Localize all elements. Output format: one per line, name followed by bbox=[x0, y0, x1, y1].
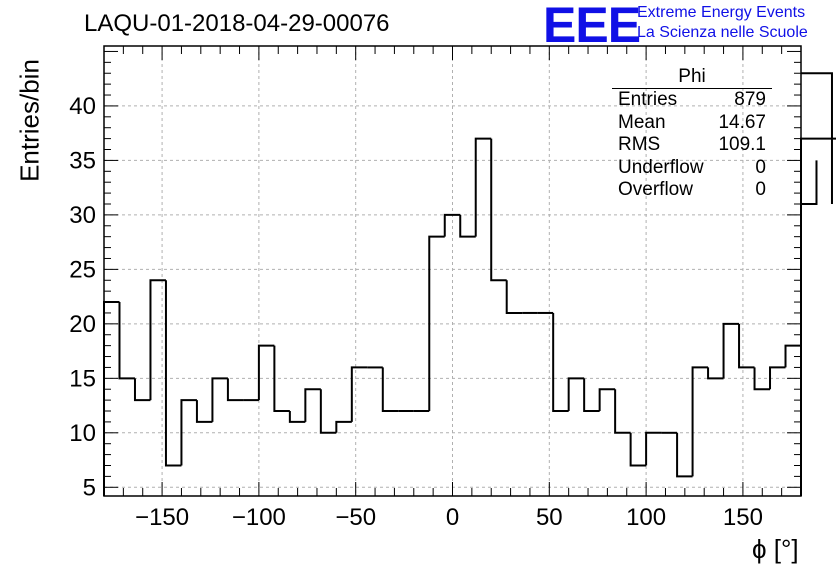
histogram-bin bbox=[784, 344, 801, 368]
stats-label: Mean bbox=[618, 111, 666, 133]
x-tick-label: 0 bbox=[446, 504, 459, 531]
histogram-bin bbox=[598, 388, 616, 412]
histogram-bin bbox=[707, 367, 724, 380]
histogram-bin bbox=[195, 400, 213, 423]
chart-title: LAQU-01-2018-04-29-00076 bbox=[84, 10, 390, 37]
y-tick-label: 10 bbox=[69, 420, 96, 447]
y-tick-label: 20 bbox=[69, 311, 96, 338]
org-name-line1: Extreme Energy Events bbox=[637, 4, 806, 21]
stats-label: Underflow bbox=[618, 156, 704, 178]
plot-frame bbox=[103, 45, 802, 497]
histogram-bin bbox=[288, 411, 306, 423]
histogram-bin bbox=[645, 431, 662, 466]
stats-row-overflow: Overflow 0 bbox=[612, 179, 772, 202]
y-tick-label: 30 bbox=[69, 202, 96, 229]
histogram-bin bbox=[567, 377, 585, 412]
eee-logo: EEE bbox=[543, 0, 641, 53]
histogram-bin bbox=[381, 367, 399, 413]
histogram-bin bbox=[211, 377, 228, 422]
histogram-bin bbox=[801, 160, 818, 205]
histogram-bin bbox=[614, 389, 631, 434]
stats-label: Overflow bbox=[618, 179, 693, 201]
histogram-bin bbox=[133, 378, 151, 402]
y-axis-label: Entries/bin bbox=[14, 59, 45, 182]
org-name-line2: La Scienza nelle Scuole bbox=[637, 24, 808, 41]
histogram-bin bbox=[490, 138, 507, 282]
histogram-bin bbox=[103, 301, 120, 496]
stats-row-mean: Mean 14.67 bbox=[612, 112, 772, 135]
x-tick-label: 100 bbox=[626, 504, 666, 531]
stats-row-rms: RMS 109.1 bbox=[612, 134, 772, 157]
histogram-bin bbox=[443, 213, 461, 237]
stats-value: 14.67 bbox=[718, 111, 766, 133]
histogram-bin bbox=[769, 366, 786, 390]
x-tick-label: −150 bbox=[135, 504, 189, 531]
histogram-bin bbox=[428, 235, 445, 412]
stats-value: 879 bbox=[734, 89, 766, 110]
y-tick-label: 15 bbox=[69, 365, 96, 392]
histogram-bin bbox=[459, 214, 476, 238]
stats-value: 109.1 bbox=[718, 134, 766, 156]
histogram-bin bbox=[800, 137, 836, 496]
histogram-bin bbox=[350, 366, 368, 422]
x-axis-label: ϕ [°] bbox=[752, 534, 799, 564]
histogram-bin bbox=[257, 344, 275, 401]
stats-label: Entries bbox=[618, 89, 678, 110]
histogram-bin bbox=[722, 322, 740, 379]
histogram-bin bbox=[583, 378, 600, 413]
y-tick-label: 40 bbox=[69, 93, 96, 120]
histogram-bin bbox=[164, 280, 182, 467]
histogram-bin bbox=[505, 280, 523, 314]
y-tick-label: 25 bbox=[69, 256, 96, 283]
histogram-bin bbox=[273, 345, 290, 413]
histogram-bin bbox=[691, 366, 709, 477]
histogram-bin bbox=[319, 389, 337, 434]
stats-row-entries: Entries 879 bbox=[612, 89, 772, 112]
histogram-bin bbox=[304, 388, 321, 422]
histogram-bin bbox=[118, 302, 135, 380]
histogram-bin bbox=[629, 432, 647, 467]
x-tick-label: −100 bbox=[232, 504, 286, 531]
x-tick-label: 50 bbox=[536, 504, 563, 531]
x-tick-label: −50 bbox=[335, 504, 376, 531]
y-tick-label: 5 bbox=[83, 474, 96, 501]
stats-value: 0 bbox=[755, 156, 766, 178]
histogram-bin bbox=[753, 367, 771, 391]
histogram-bin bbox=[676, 432, 693, 478]
stats-box-title: Phi bbox=[612, 66, 772, 89]
histogram-bin bbox=[180, 399, 197, 466]
histogram-bin bbox=[474, 137, 492, 237]
histogram-bin bbox=[801, 72, 833, 204]
y-tick-label: 35 bbox=[69, 147, 96, 174]
stats-value: 0 bbox=[755, 179, 766, 201]
stats-row-underflow: Underflow 0 bbox=[612, 157, 772, 180]
histogram-bin bbox=[226, 378, 244, 402]
histogram-bin bbox=[552, 312, 569, 413]
histogram-bin bbox=[335, 420, 352, 433]
histogram-bin bbox=[738, 323, 755, 369]
histogram-bin bbox=[149, 279, 166, 401]
stats-box: Phi Entries 879 Mean 14.67 RMS 109.1 Und… bbox=[612, 66, 772, 202]
x-tick-label: 150 bbox=[723, 504, 763, 531]
stats-label: RMS bbox=[618, 134, 661, 156]
